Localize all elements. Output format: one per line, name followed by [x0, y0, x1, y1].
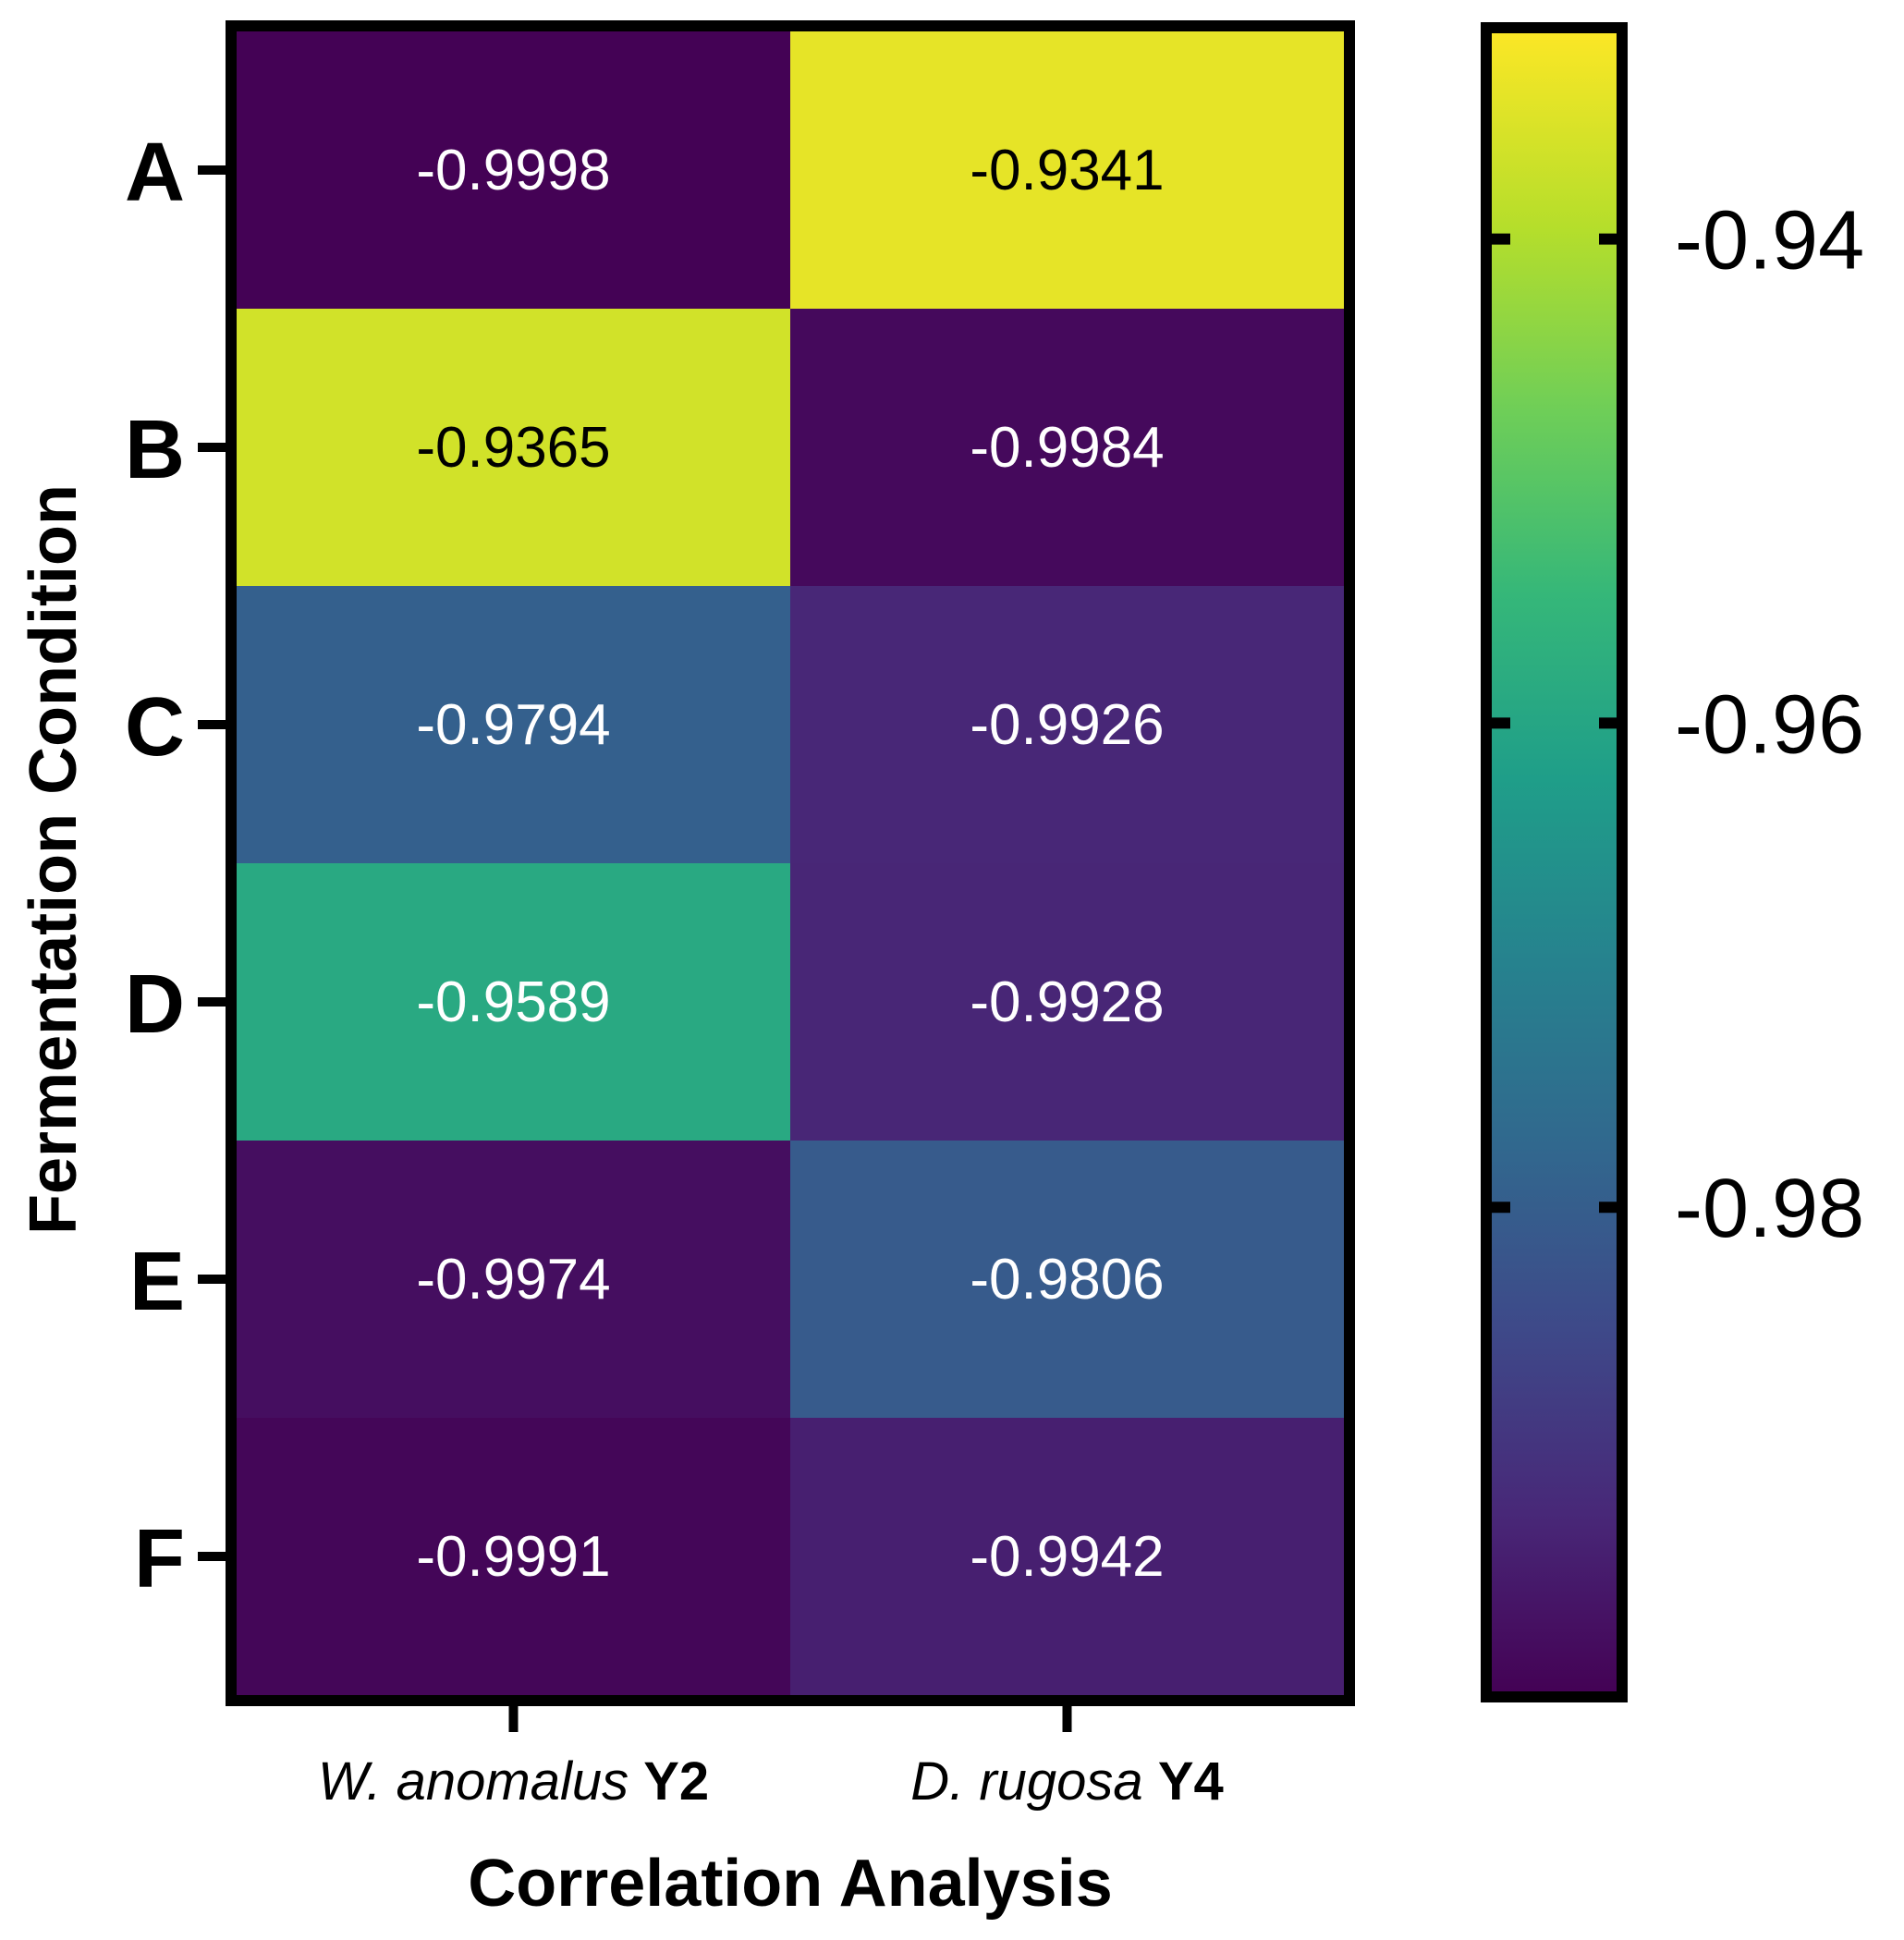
cell-value-label: -0.9928	[970, 970, 1164, 1034]
colorbar-tick-label: -0.98	[1675, 1163, 1864, 1255]
y-tick-label: F	[134, 1513, 185, 1605]
heatmap-frame	[226, 20, 1355, 1706]
y-tick-label: B	[125, 404, 185, 496]
heatmap-cell	[790, 309, 1345, 587]
heatmap-cell	[237, 586, 791, 864]
colorbar-tick-label: -0.96	[1675, 678, 1864, 771]
heatmap-cell	[790, 1418, 1345, 1696]
y-tick-label: A	[125, 127, 185, 219]
colorbar-frame	[1481, 22, 1628, 1702]
y-tick-label: C	[125, 681, 185, 774]
heatmap-cell	[790, 586, 1345, 864]
colorbar-gradient	[1486, 28, 1622, 1697]
heatmap-cell	[790, 1141, 1345, 1419]
cell-value-label: -0.9984	[970, 416, 1164, 480]
heatmap-cell	[237, 863, 791, 1141]
cell-value-label: -0.9942	[970, 1525, 1164, 1589]
cell-value-label: -0.9806	[970, 1248, 1164, 1312]
cell-value-label: -0.9341	[970, 139, 1164, 202]
heatmap-cell	[237, 1141, 791, 1419]
x-tick-label: W. anomalus Y2	[318, 1751, 709, 1812]
heatmap-cell	[237, 1418, 791, 1696]
cell-value-label: -0.9589	[416, 970, 610, 1034]
cell-value-label: -0.9974	[416, 1248, 610, 1312]
cell-value-label: -0.9998	[416, 139, 610, 202]
x-axis-title: Correlation Analysis	[468, 1847, 1113, 1921]
y-axis-title: Fermentation Condition	[17, 484, 91, 1235]
colorbar-tick-label: -0.94	[1675, 195, 1864, 287]
y-tick-label: E	[129, 1236, 185, 1328]
heatmap-cell	[237, 309, 791, 587]
cell-value-label: -0.9926	[970, 693, 1164, 757]
y-tick-label: D	[125, 958, 185, 1051]
heatmap-cell	[790, 31, 1345, 310]
heatmap-cell	[237, 31, 791, 310]
x-tick-label: D. rugosa Y4	[910, 1751, 1224, 1812]
heatmap-cell	[790, 863, 1345, 1141]
cell-value-label: -0.9365	[416, 416, 610, 480]
cell-value-label: -0.9991	[416, 1525, 610, 1589]
cell-value-label: -0.9794	[416, 693, 610, 757]
